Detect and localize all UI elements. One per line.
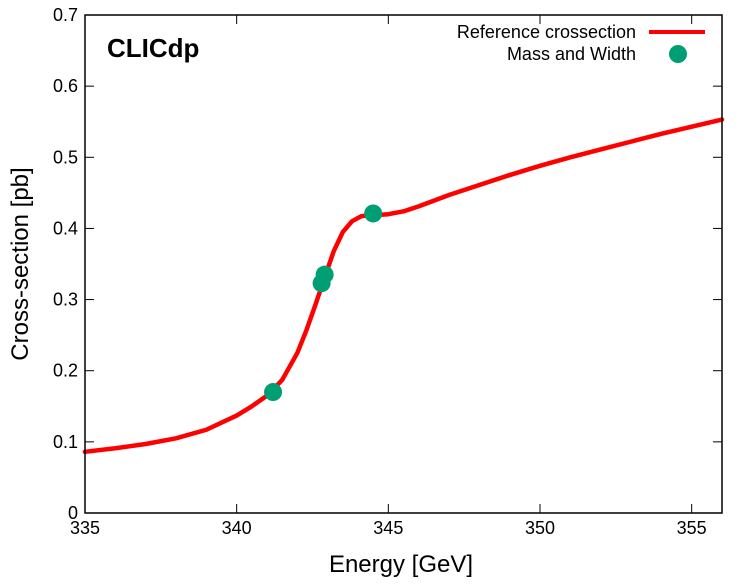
y-tick-label: 0 (68, 503, 78, 523)
legend-swatch-mass-width (669, 45, 687, 63)
legend-label-mass-width: Mass and Width (507, 44, 636, 64)
mass-width-point (264, 383, 283, 402)
y-tick-label: 0.4 (53, 218, 78, 238)
y-tick-label: 0.7 (53, 5, 78, 25)
legend-label-reference: Reference crossection (457, 22, 636, 42)
legend: Reference crossection Mass and Width (457, 22, 705, 64)
mass-width-point (315, 265, 334, 284)
x-tick-label: 355 (677, 518, 707, 538)
mass-width-point (364, 204, 383, 223)
y-axis-title: Cross-section [pb] (7, 167, 34, 360)
plot-frame (84, 14, 723, 514)
x-tick-label: 340 (222, 518, 252, 538)
reference-line-layer (82, 117, 725, 455)
x-tick-label: 345 (373, 518, 403, 538)
x-tick-label: 350 (525, 518, 555, 538)
clicdp-watermark: CLICdp (107, 33, 199, 63)
y-tick-label: 0.5 (53, 147, 78, 167)
y-tick-label: 0.3 (53, 290, 78, 310)
x-tick-labels: 335 340 345 350 355 (70, 518, 707, 538)
reference-crossection-line (82, 117, 725, 455)
x-axis-title: Energy [GeV] (329, 551, 473, 578)
y-tick-label: 0.6 (53, 76, 78, 96)
x-tick-label: 335 (70, 518, 100, 538)
y-tick-label: 0.2 (53, 361, 78, 381)
y-tick-labels: 0 0.1 0.2 0.3 0.4 0.5 0.6 0.7 (53, 5, 78, 523)
y-tick-label: 0.1 (53, 432, 78, 452)
mass-width-points-layer (264, 204, 383, 402)
